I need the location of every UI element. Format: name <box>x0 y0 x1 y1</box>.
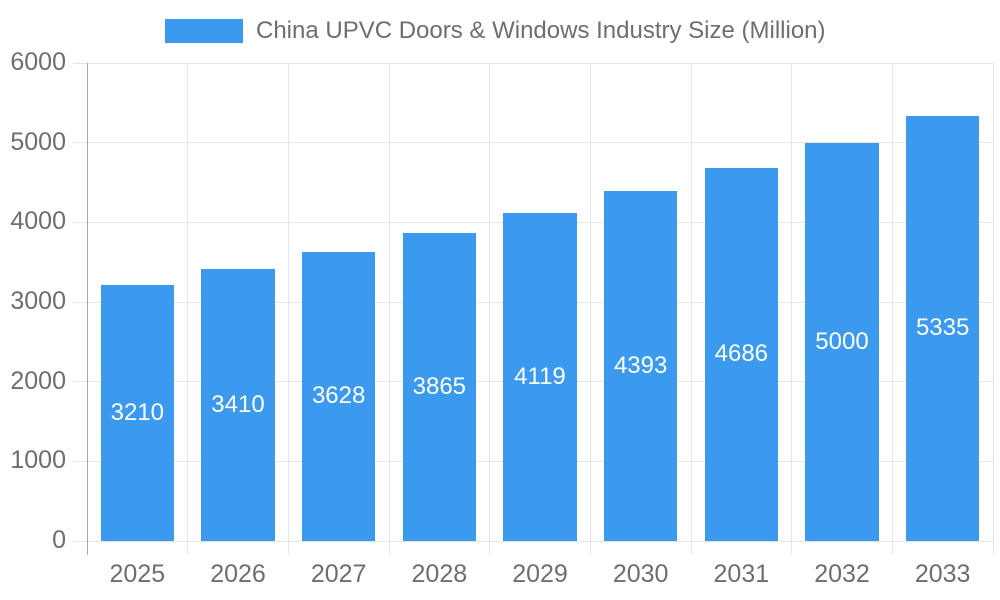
y-tick <box>73 301 87 303</box>
bar: 3210 <box>100 285 174 541</box>
x-gridline <box>287 63 289 541</box>
x-gridline <box>690 63 692 541</box>
x-gridline <box>589 63 591 541</box>
x-gridline <box>791 63 793 541</box>
chart-title: China UPVC Doors & Windows Industry Size… <box>256 17 826 44</box>
chart-legend: China UPVC Doors & Windows Industry Size… <box>165 17 826 45</box>
bar: 4686 <box>704 167 778 541</box>
y-axis-label: 1000 <box>10 446 66 475</box>
y-tick <box>73 142 87 144</box>
x-tick <box>187 541 189 555</box>
x-gridline <box>187 63 189 541</box>
y-tick <box>73 460 87 462</box>
y-axis-label: 0 <box>52 525 66 554</box>
bar: 3865 <box>402 233 476 541</box>
y-axis-line <box>87 63 88 555</box>
bar-value-label: 4119 <box>514 362 566 390</box>
x-gridline <box>992 63 994 541</box>
y-axis-label: 3000 <box>10 286 66 315</box>
x-axis-label: 2027 <box>310 560 367 588</box>
bar-value-label: 3210 <box>110 399 165 427</box>
x-axis-label: 2028 <box>411 560 468 588</box>
bar-value-label: 3410 <box>211 391 265 419</box>
x-axis-label: 2033 <box>914 560 971 588</box>
legend-swatch <box>165 19 243 43</box>
bar: 3410 <box>201 269 275 541</box>
x-axis-label: 2032 <box>814 560 870 588</box>
y-axis-label: 2000 <box>10 366 66 395</box>
x-tick <box>690 541 692 555</box>
y-gridline <box>87 540 993 542</box>
x-axis-label: 2025 <box>109 560 166 588</box>
x-axis-label: 2030 <box>612 560 669 588</box>
bar: 5000 <box>805 142 879 541</box>
y-tick <box>73 221 87 223</box>
x-axis-label: 2029 <box>512 560 568 588</box>
x-axis-label: 2026 <box>210 560 266 588</box>
y-axis-label: 6000 <box>10 47 66 76</box>
bar-value-label: 4686 <box>714 340 769 368</box>
x-gridline <box>489 63 491 541</box>
x-axis-label: 2031 <box>713 560 770 588</box>
x-tick <box>791 541 793 555</box>
x-tick <box>992 541 994 555</box>
plot-area: 3210 3410 3628 3865 4119 4393 4686 5000 5335 <box>87 62 994 542</box>
bar: 4119 <box>503 212 577 541</box>
bar-value-label: 4393 <box>613 352 668 380</box>
x-tick <box>388 541 390 555</box>
bar-value-label: 5000 <box>815 327 869 355</box>
y-tick <box>73 62 87 64</box>
x-tick <box>589 541 591 555</box>
x-gridline <box>891 63 893 541</box>
y-axis-label: 4000 <box>10 207 66 236</box>
bar: 3628 <box>302 251 376 541</box>
x-tick <box>891 541 893 555</box>
y-gridline <box>87 62 993 64</box>
bar-value-label: 3628 <box>311 382 366 410</box>
y-tick <box>73 381 87 383</box>
bar: 5335 <box>906 115 980 541</box>
bar: 4393 <box>604 191 678 541</box>
bar-value-label: 5335 <box>915 314 970 342</box>
x-tick <box>489 541 491 555</box>
bar-value-label: 3865 <box>412 373 467 401</box>
y-gridline <box>87 142 993 144</box>
y-axis-label: 5000 <box>10 127 66 156</box>
x-gridline <box>388 63 390 541</box>
y-tick <box>73 540 87 542</box>
x-tick <box>287 541 289 555</box>
